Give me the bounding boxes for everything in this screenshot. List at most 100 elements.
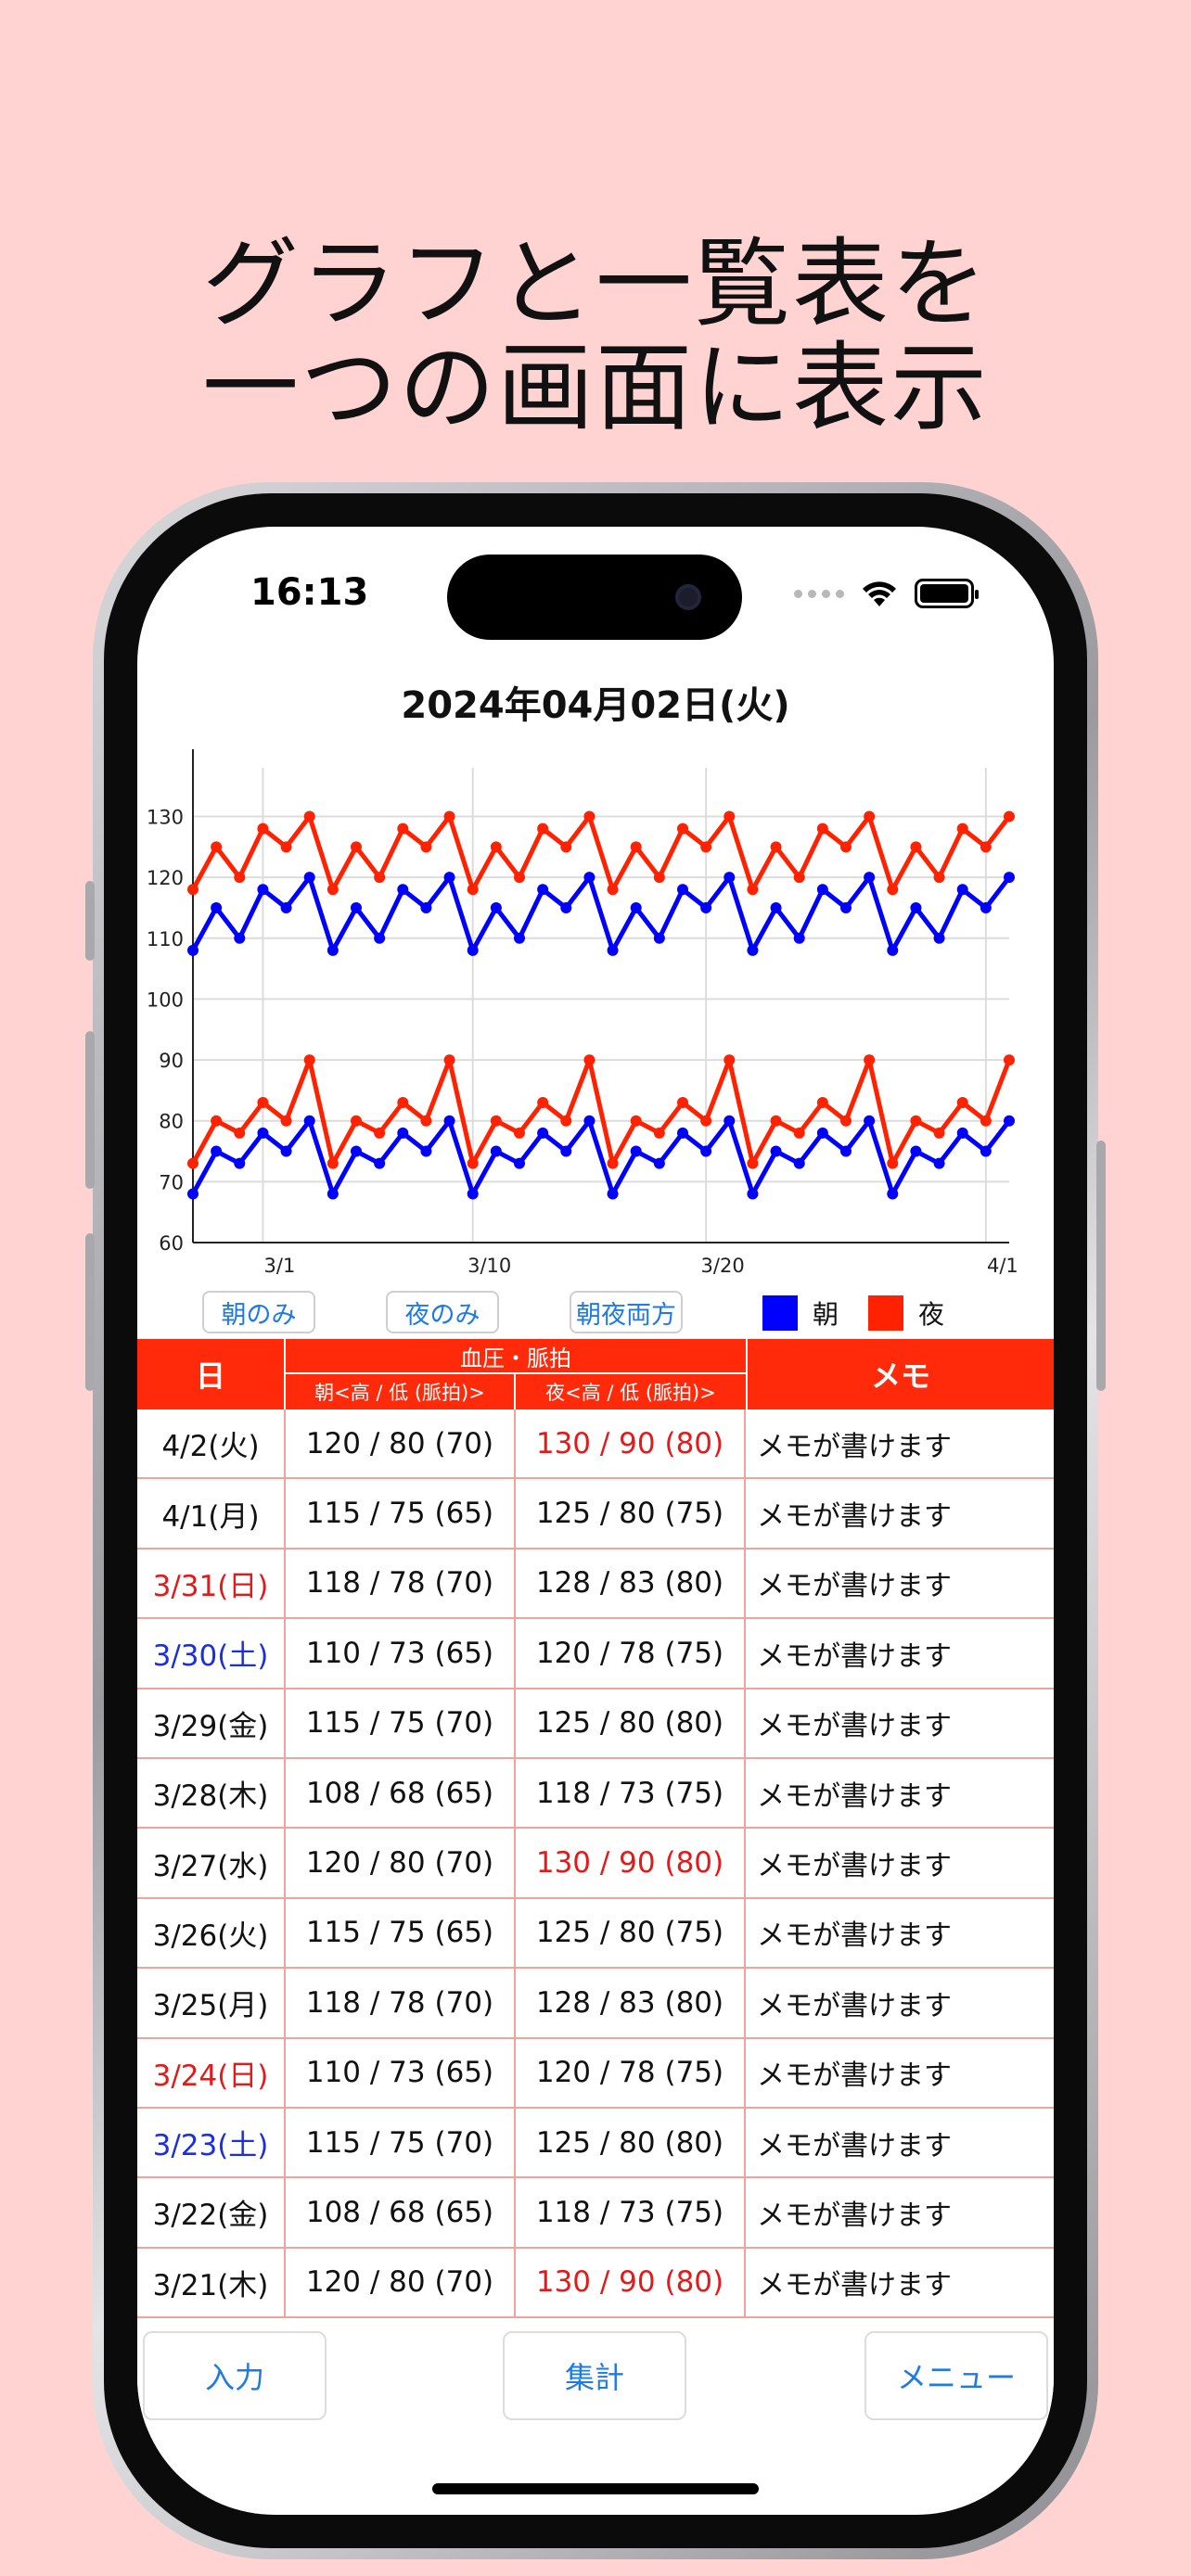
- series-line: [190, 814, 1011, 892]
- table-row[interactable]: 3/29(金) 115 / 75 (70) 125 / 80 (80) メモが書けます: [137, 1689, 1054, 1759]
- row-morning-bp: 115 / 75 (65): [286, 1479, 516, 1548]
- row-memo: メモが書けます: [757, 1850, 952, 1883]
- data-point: [374, 932, 386, 944]
- data-point: [443, 810, 455, 823]
- promo-headline: グラフと一覧表を 一つの画面に表示: [0, 232, 1191, 440]
- data-point: [211, 1115, 223, 1127]
- table-row[interactable]: 3/31(日) 118 / 78 (70) 128 / 83 (80) メモが書けます: [137, 1549, 1054, 1620]
- table-row[interactable]: 3/23(土) 115 / 75 (70) 125 / 80 (80) メモが書けます: [137, 2108, 1054, 2179]
- filter-night-button[interactable]: 夜のみ: [386, 1291, 499, 1333]
- data-point: [724, 1054, 736, 1066]
- x-tick-label: 4/1: [987, 1255, 1018, 1277]
- menu-button[interactable]: メニュー: [864, 2331, 1048, 2420]
- header-memo: メモ: [746, 1339, 1054, 1409]
- input-button[interactable]: 入力: [143, 2331, 327, 2420]
- data-point: [910, 901, 922, 913]
- data-point: [864, 872, 876, 884]
- bottom-toolbar: 入力 集計 メニュー: [137, 2326, 1054, 2428]
- bp-chart-svg: 60 70 80 90 100 110 120 130 3/1 3/10 3/20 4/1: [147, 749, 1018, 1277]
- table-row[interactable]: 3/30(土) 110 / 73 (65) 120 / 78 (75) メモが書けます: [137, 1619, 1054, 1690]
- table-row[interactable]: 4/1(月) 115 / 75 (65) 125 / 80 (75) メモが書けます: [137, 1479, 1054, 1549]
- data-point: [887, 884, 899, 896]
- wifi-icon: [863, 581, 896, 606]
- table-row[interactable]: 3/25(月) 118 / 78 (70) 128 / 83 (80) メモが書けます: [137, 1969, 1054, 2039]
- data-point: [187, 1188, 198, 1200]
- row-night-bp: 120 / 78 (75): [516, 2038, 746, 2107]
- row-night-bp: 125 / 80 (75): [516, 1479, 746, 1548]
- legend-morning-label: 朝: [813, 1299, 839, 1330]
- data-point: [770, 1115, 782, 1127]
- data-point: [607, 1157, 619, 1169]
- data-point: [910, 1115, 922, 1127]
- data-point: [467, 1188, 479, 1200]
- row-day: 3/27(水): [137, 1829, 286, 1897]
- x-tick-label: 3/10: [467, 1255, 511, 1277]
- table-row[interactable]: 3/27(水) 120 / 80 (70) 130 / 90 (80) メモが書けます: [137, 1829, 1054, 1899]
- row-morning-bp: 120 / 80 (70): [286, 1829, 516, 1897]
- phone-volume-up-button: [85, 1031, 95, 1189]
- data-point: [840, 1115, 852, 1127]
- legend-night-swatch: [868, 1295, 903, 1331]
- data-point: [537, 823, 549, 835]
- y-tick-label: 80: [159, 1111, 184, 1133]
- row-morning-bp: 118 / 78 (70): [286, 1549, 516, 1618]
- data-point: [816, 1127, 828, 1139]
- table-row[interactable]: 4/2(火) 120 / 80 (70) 130 / 90 (80) メモが書けます: [137, 1409, 1054, 1480]
- row-morning-bp: 110 / 73 (65): [286, 1619, 516, 1688]
- table-header: 日 血圧・脈拍 朝<高 / 低 (脈拍)> 夜<高 / 低 (脈拍)> メモ: [137, 1339, 1054, 1409]
- data-point: [630, 901, 642, 913]
- data-point: [864, 1115, 876, 1127]
- table-row[interactable]: 3/21(木) 120 / 80 (70) 130 / 90 (80) メモが書けます: [137, 2248, 1054, 2319]
- data-point: [351, 841, 362, 853]
- data-point: [793, 1157, 805, 1169]
- data-point: [956, 823, 968, 835]
- data-point: [443, 872, 455, 884]
- row-night-bp: 118 / 73 (75): [516, 2178, 746, 2247]
- filter-morning-button[interactable]: 朝のみ: [202, 1291, 315, 1333]
- filter-both-button[interactable]: 朝夜両方: [570, 1291, 683, 1333]
- table-row[interactable]: 3/24(日) 110 / 73 (65) 120 / 78 (75) メモが書けます: [137, 2038, 1054, 2109]
- row-memo: メモが書けます: [757, 2269, 952, 2302]
- y-tick-label: 110: [147, 928, 184, 950]
- data-point: [537, 884, 549, 896]
- data-point: [560, 901, 572, 913]
- data-point: [351, 1115, 362, 1127]
- phone-screen: 16:13 2024年04月02日(火) 60 70 80 90 100 110 120 13…: [137, 527, 1054, 2515]
- series-line: [190, 874, 1011, 953]
- data-point: [514, 1157, 525, 1169]
- data-point: [303, 810, 315, 823]
- table-row[interactable]: 3/22(金) 108 / 68 (65) 118 / 73 (75) メモが書けます: [137, 2178, 1054, 2249]
- signal-dots-icon: [794, 589, 844, 598]
- data-point: [747, 1188, 759, 1200]
- row-morning-bp: 120 / 80 (70): [286, 2248, 516, 2317]
- data-point: [607, 884, 619, 896]
- header-bp: 血圧・脈拍: [286, 1339, 746, 1374]
- legend-night: 夜: [868, 1294, 944, 1332]
- data-point: [956, 1127, 968, 1139]
- row-morning-bp: 108 / 68 (65): [286, 1758, 516, 1828]
- table-body[interactable]: 4/2(火) 120 / 80 (70) 130 / 90 (80) メモが書けます 4…: [137, 1409, 1054, 2319]
- data-point: [303, 872, 315, 884]
- data-point: [700, 841, 712, 853]
- y-tick-label: 100: [147, 988, 184, 1011]
- data-point: [677, 823, 688, 835]
- phone-action-button: [85, 881, 95, 961]
- data-point: [864, 1054, 876, 1066]
- data-point: [677, 1097, 688, 1109]
- legend-morning: 朝: [762, 1294, 839, 1332]
- status-time: 16:13: [250, 571, 369, 614]
- data-point: [887, 1188, 899, 1200]
- legend-night-label: 夜: [918, 1299, 945, 1330]
- data-point: [537, 1097, 549, 1109]
- data-point: [653, 1127, 665, 1139]
- data-point: [187, 944, 198, 956]
- data-point: [607, 944, 619, 956]
- data-point: [374, 1157, 386, 1169]
- data-point: [560, 1145, 572, 1157]
- table-row[interactable]: 3/26(火) 115 / 75 (65) 125 / 80 (75) メモが書けます: [137, 1898, 1054, 1970]
- x-tick-label: 3/20: [701, 1255, 745, 1277]
- data-point: [583, 810, 596, 823]
- data-point: [840, 1145, 852, 1157]
- table-row[interactable]: 3/28(木) 108 / 68 (65) 118 / 73 (75) メモが書けます: [137, 1758, 1054, 1830]
- summary-button[interactable]: 集計: [503, 2331, 686, 2420]
